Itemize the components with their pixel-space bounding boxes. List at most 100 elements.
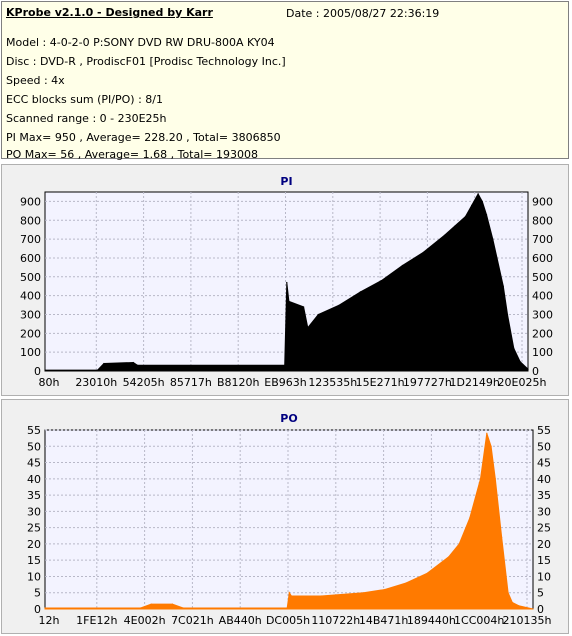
app-title: KProbe v2.1.0 - Designed by Karr <box>6 6 213 19</box>
pi-xtick-label: 15E271h <box>356 376 405 389</box>
pi-data-point <box>464 215 467 218</box>
info-po-summary: PO Max= 56 , Average= 1.68 , Total= 1930… <box>6 148 258 161</box>
po-xtick-label: 1FE12h <box>76 614 117 627</box>
po-xtick-label: AB440h <box>219 614 262 627</box>
po-data-point <box>171 603 174 605</box>
pi-xtick-label: 20E025h <box>498 376 547 389</box>
po-ytick-left: 55 <box>27 424 41 437</box>
pi-ytick-right: 100 <box>532 346 553 359</box>
info-ecc-blocks: ECC blocks sum (PI/PO) : 8/1 <box>6 93 163 106</box>
pi-data-point <box>302 306 305 308</box>
po-ytick-left: 40 <box>27 473 41 486</box>
po-data-point <box>469 517 471 519</box>
po-chart-panel: PO 0 0 5 5 10 10 15 15 20 20 25 25 30 30 35 35 40 40 45 45 50… <box>1 399 569 634</box>
po-data-point <box>518 605 520 607</box>
po-data-point <box>486 432 488 434</box>
po-ytick-right: 10 <box>537 570 551 583</box>
po-data-point <box>479 478 482 480</box>
scan-date: Date : 2005/08/27 22:36:19 <box>286 7 440 20</box>
pi-chart-title: PI <box>280 175 292 188</box>
pi-data-point <box>422 251 425 253</box>
pi-ytick-left: 300 <box>20 308 41 321</box>
pi-ytick-left: 100 <box>20 346 41 359</box>
pi-data-point <box>132 361 134 364</box>
pi-ytick-left: 600 <box>20 252 41 265</box>
po-data-point <box>447 556 450 558</box>
pi-data-point <box>286 281 288 284</box>
po-ytick-right: 15 <box>537 554 551 567</box>
po-xtick-label: 12h <box>39 614 60 627</box>
po-data-point <box>405 582 407 584</box>
po-data-point <box>532 608 534 610</box>
po-ytick-right: 50 <box>537 440 551 453</box>
po-data-point <box>286 607 288 609</box>
po-ytick-right: 20 <box>537 538 551 551</box>
po-ytick-left: 25 <box>27 522 41 535</box>
po-ytick-right: 35 <box>537 489 551 502</box>
po-ytick-left: 5 <box>34 587 41 600</box>
po-data-point <box>150 603 152 605</box>
pi-chart: PI 0 0 100 100 200 200 300 300 400 400 500 500 600 600… <box>20 175 553 389</box>
po-xtick-label: 210135h <box>503 614 552 627</box>
pi-xtick-label: 23010h <box>75 376 117 389</box>
pi-ytick-left: 200 <box>20 327 41 340</box>
info-speed: Speed : 4x <box>6 74 65 87</box>
pi-data-point <box>380 279 382 282</box>
po-xtick-label: 189440h <box>407 614 456 627</box>
pi-ytick-right: 700 <box>532 233 553 246</box>
pi-ytick-right: 900 <box>532 195 553 208</box>
pi-data-point <box>103 362 105 365</box>
pi-data-point <box>288 300 290 302</box>
pi-ytick-left: 700 <box>20 233 41 246</box>
po-ytick-left: 15 <box>27 554 41 567</box>
po-xtick-label: DC005h <box>266 614 310 627</box>
pi-chart-panel: PI 0 0 100 100 200 200 300 300 400 400 500 500 600 600… <box>1 164 569 396</box>
pi-data-point <box>359 291 361 293</box>
po-data-point <box>511 601 513 604</box>
po-ytick-right: 25 <box>537 522 551 535</box>
po-data-point <box>501 536 503 538</box>
pi-data-point <box>527 368 529 370</box>
po-data-point <box>458 543 460 545</box>
pi-xtick-label: 80h <box>39 376 60 389</box>
info-pi-summary: PI Max= 950 , Average= 228.20 , Total= 3… <box>6 131 281 144</box>
pi-data-point <box>317 313 319 316</box>
pi-ytick-right: 800 <box>532 214 553 227</box>
po-xtick-label: 4E002h <box>124 614 166 627</box>
pi-data-point <box>284 364 286 366</box>
pi-xtick-label: 123535h <box>308 376 357 389</box>
pi-data-point <box>506 313 509 316</box>
po-ytick-left: 20 <box>27 538 41 551</box>
pi-ytick-right: 400 <box>532 290 553 303</box>
po-xtick-label: 1CC004h <box>454 614 504 627</box>
pi-data-point <box>307 327 309 329</box>
po-data-point <box>320 595 322 597</box>
pi-data-point <box>338 304 340 306</box>
pi-xtick-label: 197727h <box>403 376 452 389</box>
po-ytick-right: 45 <box>537 457 551 470</box>
po-ytick-right: 30 <box>537 505 551 518</box>
po-data-point <box>426 572 428 574</box>
pi-ytick-left: 0 <box>34 365 41 378</box>
po-ytick-left: 0 <box>34 603 41 616</box>
po-ytick-right: 0 <box>537 603 544 616</box>
info-scanned-range: Scanned range : 0 - 230E25h <box>6 112 167 125</box>
pi-data-point <box>471 204 473 206</box>
pi-xtick-label: 54205h <box>123 376 165 389</box>
po-ytick-left: 30 <box>27 505 41 518</box>
pi-ytick-right: 0 <box>532 365 539 378</box>
pi-data-point <box>485 214 488 216</box>
po-ytick-left: 10 <box>27 570 41 583</box>
pi-ytick-right: 200 <box>532 327 553 340</box>
po-ytick-left: 45 <box>27 457 41 470</box>
po-ytick-right: 5 <box>537 587 544 600</box>
po-data-point <box>182 607 184 609</box>
pi-data-point <box>513 347 515 349</box>
po-ytick-left: 35 <box>27 489 41 502</box>
po-data-point <box>507 592 509 594</box>
po-xtick-label: 14B471h <box>359 614 409 627</box>
pi-xtick-label: 85717h <box>170 376 212 389</box>
pi-data-point <box>477 193 479 195</box>
pi-ytick-left: 500 <box>20 271 41 284</box>
